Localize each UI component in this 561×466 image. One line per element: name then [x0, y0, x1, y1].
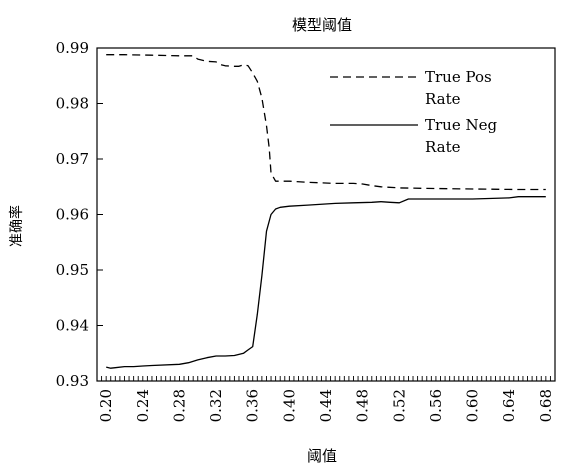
plot-layer: 0.93 0.94 0.95 0.96 0.97 0.98 0.99 0.20 0.24 0.28… [56, 39, 555, 422]
y-tick-label: 0.95 [56, 261, 89, 279]
series-line-true-pos-rate [106, 54, 546, 191]
plot-frame [96, 47, 556, 382]
x-tick-label: 0.40 [280, 389, 298, 422]
x-tick-label: 0.28 [170, 389, 188, 422]
y-axis-label: 准确率 [8, 205, 25, 247]
x-tick-label: 0.44 [317, 389, 335, 422]
chart-title: 模型阈值 [292, 16, 352, 34]
y-tick-label: 0.99 [56, 39, 89, 57]
x-tick-label: 0.60 [464, 389, 482, 422]
x-tick-label: 0.24 [134, 389, 152, 422]
x-tick-label: 0.68 [537, 389, 555, 422]
x-tick-label: 0.20 [97, 389, 115, 422]
y-tick-label: 0.94 [56, 317, 89, 335]
y-tick-label: 0.96 [56, 206, 89, 224]
legend: True Pos Rate True Neg Rate [330, 68, 497, 156]
legend-label-true-neg-rate-line1: True Neg [425, 116, 497, 134]
x-axis-label: 阈值 [307, 447, 337, 465]
legend-label-true-neg-rate-line2: Rate [425, 138, 461, 156]
y-tick-label: 0.97 [56, 150, 89, 168]
x-tick-label: 0.48 [354, 389, 372, 422]
x-tick-label: 0.36 [244, 389, 262, 422]
legend-label-true-pos-rate-line2: Rate [425, 90, 461, 108]
x-tick-label: 0.32 [207, 389, 225, 422]
y-tick-label: 0.93 [56, 372, 89, 390]
x-tick-label: 0.56 [427, 389, 445, 422]
x-tick-label: 0.52 [390, 389, 408, 422]
series-line-true-neg-rate [106, 196, 546, 369]
x-tick-label: 0.64 [500, 389, 518, 422]
legend-label-true-pos-rate-line1: True Pos [425, 68, 492, 86]
y-tick-label: 0.98 [56, 95, 89, 113]
